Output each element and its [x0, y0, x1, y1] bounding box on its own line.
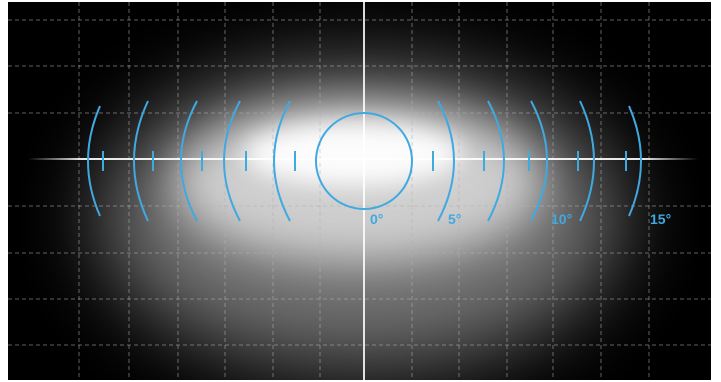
scale-arc-left [87, 105, 101, 217]
angle-label-0: 0° [370, 211, 383, 227]
scale-arc-right [487, 100, 505, 222]
beam-pattern-view: 0° 5° 10° 15° [8, 2, 711, 380]
measurement-grid [8, 2, 711, 380]
scale-arc-right [530, 100, 548, 222]
scale-arc-left [133, 100, 149, 222]
scale-arc-right [628, 105, 642, 217]
center-circle [315, 112, 413, 210]
beam-light-pattern [100, 67, 620, 367]
scale-arc-left [223, 100, 241, 222]
scale-arc-left [180, 100, 198, 222]
scale-arc-left [273, 100, 291, 222]
beam-pattern-canvas: 0° 5° 10° 15° [8, 2, 711, 380]
angle-scale-overlay [87, 100, 642, 222]
scale-arc-right [437, 100, 455, 222]
angle-label-10: 10° [551, 211, 572, 227]
beam-hotspot [243, 122, 463, 186]
crosshair [28, 2, 698, 380]
angle-labels: 0° 5° 10° 15° [370, 211, 671, 227]
angle-label-15: 15° [650, 211, 671, 227]
angle-label-5: 5° [448, 211, 461, 227]
scale-arc-right [579, 100, 595, 222]
